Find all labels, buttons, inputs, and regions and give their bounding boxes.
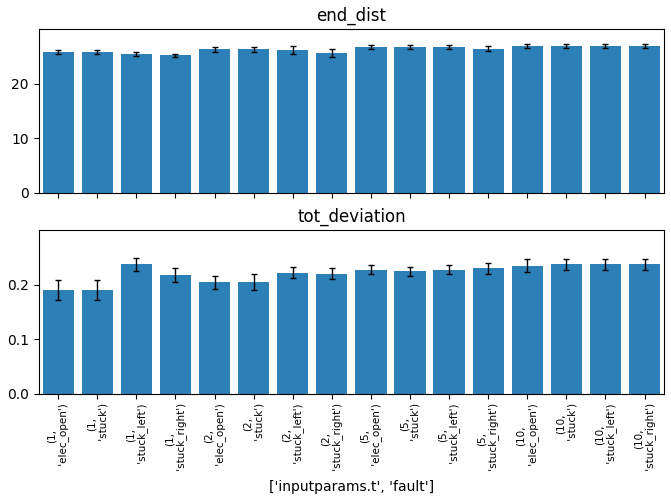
Bar [160, 275, 191, 394]
Bar [121, 54, 152, 192]
Bar [511, 46, 543, 192]
Bar [355, 47, 386, 192]
Bar [316, 53, 348, 192]
Bar [316, 274, 348, 394]
Bar [472, 269, 504, 394]
Bar [160, 56, 191, 192]
Bar [82, 52, 113, 192]
Bar [395, 47, 425, 192]
Bar [121, 264, 152, 394]
Title: tot_deviation: tot_deviation [297, 208, 406, 226]
Bar [238, 282, 269, 394]
Bar [199, 50, 230, 192]
Bar [277, 50, 309, 192]
Bar [42, 290, 74, 394]
Bar [629, 46, 660, 192]
Bar [238, 50, 269, 192]
Bar [433, 270, 465, 394]
Bar [511, 266, 543, 394]
Bar [42, 52, 74, 192]
Bar [82, 290, 113, 394]
Bar [590, 264, 621, 394]
Bar [590, 46, 621, 192]
Bar [355, 270, 386, 394]
Bar [199, 282, 230, 394]
Bar [433, 47, 465, 192]
Bar [551, 264, 582, 394]
Title: end_dist: end_dist [316, 7, 386, 25]
Bar [629, 264, 660, 394]
Bar [472, 49, 504, 192]
Bar [277, 273, 309, 394]
X-axis label: ['inputparams.t', 'fault']: ['inputparams.t', 'fault'] [269, 480, 434, 494]
Bar [551, 46, 582, 192]
Bar [395, 271, 425, 394]
